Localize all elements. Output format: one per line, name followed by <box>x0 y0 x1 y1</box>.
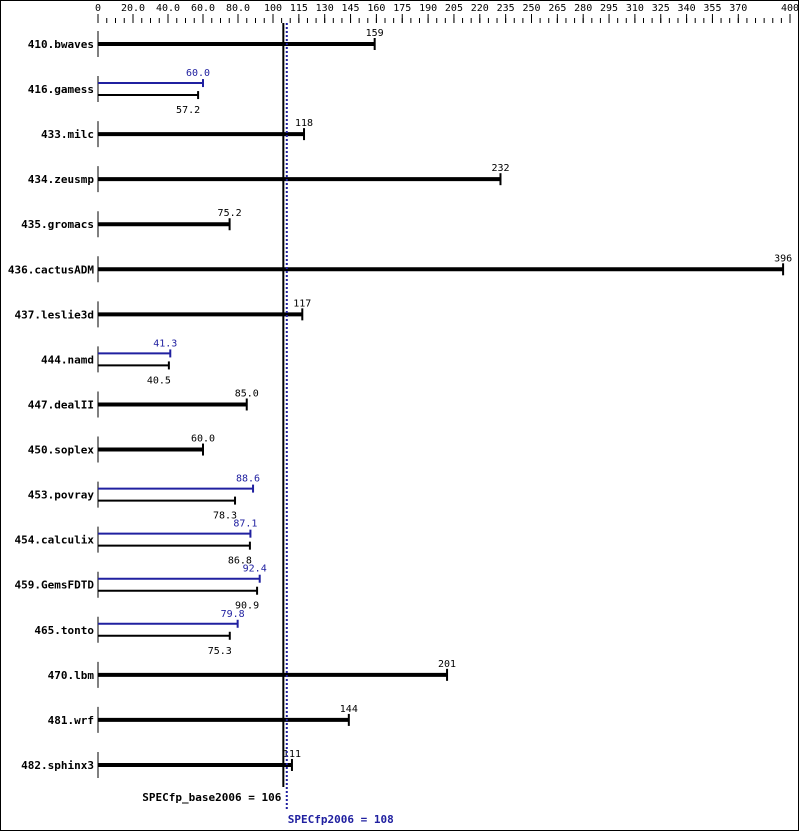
base-value-label: 85.0 <box>235 388 259 399</box>
benchmark-label: 453.povray <box>28 489 95 502</box>
peak-value-label: 41.3 <box>153 338 177 349</box>
base-value-label: 201 <box>438 659 456 670</box>
base-value-label: 144 <box>340 704 358 715</box>
benchmark-label: 454.calculix <box>15 534 95 547</box>
peak-value-label: 92.4 <box>243 564 267 575</box>
x-tick-label: 100 <box>264 3 282 14</box>
base-value-label: 396 <box>774 253 792 264</box>
base-value-label: 78.3 <box>213 511 237 522</box>
benchmark-label: 433.milc <box>41 128 94 141</box>
benchmark-label: 410.bwaves <box>28 38 94 51</box>
peak-reference-label: SPECfp2006 = 108 <box>288 813 394 826</box>
base-value-label: 90.9 <box>235 601 259 612</box>
base-value-label: 117 <box>293 298 311 309</box>
x-tick-label: 20.0 <box>121 3 145 14</box>
x-tick-label: 325 <box>652 3 670 14</box>
base-value-label: 232 <box>491 163 509 174</box>
base-value-label: 57.2 <box>176 105 200 116</box>
base-reference-label: SPECfp_base2006 = 106 <box>142 791 281 804</box>
base-value-label: 60.0 <box>191 434 215 445</box>
peak-value-label: 60.0 <box>186 68 210 79</box>
x-tick-label: 355 <box>703 3 721 14</box>
benchmark-label: 465.tonto <box>34 624 94 637</box>
benchmark-label: 434.zeusmp <box>28 173 95 186</box>
x-tick-label: 310 <box>626 3 644 14</box>
benchmark-label: 436.cactusADM <box>8 263 94 276</box>
base-value-label: 159 <box>366 28 384 39</box>
x-tick-label: 235 <box>497 3 515 14</box>
x-tick-label: 265 <box>548 3 566 14</box>
x-tick-label: 370 <box>729 3 747 14</box>
peak-value-label: 79.8 <box>221 609 245 620</box>
benchmark-label: 444.namd <box>41 353 94 366</box>
benchmark-label: 450.soplex <box>28 444 95 457</box>
x-tick-label: 0 <box>95 3 101 14</box>
x-tick-label: 40.0 <box>156 3 180 14</box>
peak-value-label: 87.1 <box>233 519 257 530</box>
benchmark-label: 470.lbm <box>48 669 95 682</box>
base-value-label: 118 <box>295 118 313 129</box>
x-tick-label: 220 <box>471 3 489 14</box>
x-tick-label: 280 <box>574 3 592 14</box>
x-tick-label: 160 <box>367 3 385 14</box>
benchmark-label: 435.gromacs <box>21 218 94 231</box>
base-value-label: 75.3 <box>208 646 232 657</box>
benchmark-label: 482.sphinx3 <box>21 759 94 772</box>
peak-value-label: 88.6 <box>236 474 260 485</box>
x-tick-label: 205 <box>445 3 463 14</box>
benchmark-label: 437.leslie3d <box>15 308 94 321</box>
benchmark-label: 459.GemsFDTD <box>15 579 95 592</box>
benchmark-label: 447.dealII <box>28 398 94 411</box>
x-tick-label: 60.0 <box>191 3 215 14</box>
x-tick-label: 340 <box>678 3 696 14</box>
x-tick-label: 295 <box>600 3 618 14</box>
x-tick-label: 130 <box>316 3 334 14</box>
base-value-label: 86.8 <box>228 556 252 567</box>
x-tick-label: 175 <box>393 3 411 14</box>
x-tick-label: 80.0 <box>226 3 250 14</box>
base-value-label: 111 <box>283 749 301 760</box>
x-tick-label: 115 <box>290 3 308 14</box>
benchmark-label: 481.wrf <box>48 714 94 727</box>
x-tick-label: 145 <box>342 3 360 14</box>
benchmark-label: 416.gamess <box>28 83 94 96</box>
x-tick-label: 400 <box>781 3 798 14</box>
x-tick-label: 190 <box>419 3 437 14</box>
base-value-label: 40.5 <box>147 375 171 386</box>
base-value-label: 75.2 <box>218 208 242 219</box>
x-tick-label: 250 <box>522 3 540 14</box>
